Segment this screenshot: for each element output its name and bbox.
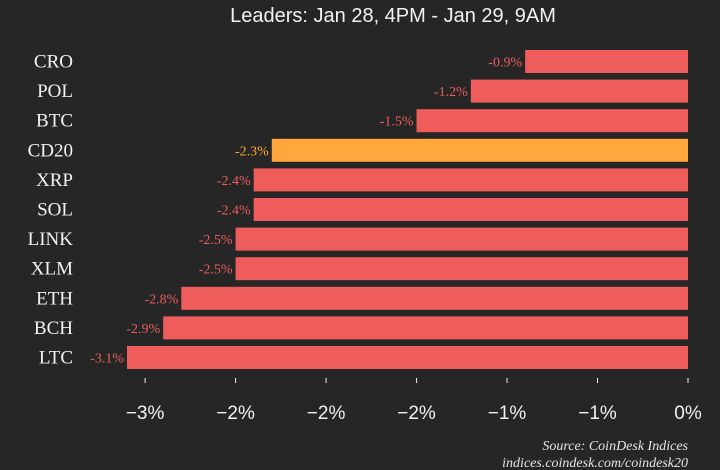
- value-label-xlm: -2.5%: [199, 263, 233, 278]
- bar-cro: [525, 50, 688, 73]
- bar-xlm: [235, 257, 689, 281]
- chart-subtitle: Leaders: Jan 28, 4PM - Jan 29, 9AM: [230, 5, 556, 27]
- bar-bch: [163, 316, 688, 340]
- x-tick-label: −3%: [126, 403, 165, 424]
- bar-ltc: [127, 346, 688, 369]
- x-axis: −3% −2% −2% −2% −1% −1% 0%: [126, 378, 702, 424]
- bar-cd20: [271, 138, 688, 162]
- category-label-xrp: XRP: [36, 170, 73, 191]
- category-label-ltc: LTC: [39, 348, 73, 369]
- value-label-bch: -2.9%: [126, 322, 160, 337]
- category-label-cd20: CD20: [28, 140, 73, 161]
- bar-eth: [181, 286, 688, 310]
- category-label-pol: POL: [37, 81, 73, 102]
- value-label-cd20: -2.3%: [235, 144, 269, 159]
- category-label-sol: SOL: [37, 200, 73, 221]
- category-label-link: LINK: [28, 229, 74, 250]
- value-label-xrp: -2.4%: [217, 174, 251, 189]
- value-label-cro: -0.9%: [488, 56, 522, 71]
- category-label-xlm: XLM: [31, 259, 73, 280]
- category-label-bch: BCH: [34, 318, 73, 339]
- bar-xrp: [253, 168, 688, 192]
- value-label-ltc: -3.1%: [90, 352, 124, 367]
- x-tick-label: 0%: [674, 403, 702, 424]
- value-label-btc: -1.5%: [380, 115, 414, 130]
- bars-group: CRO -0.9% POL -1.2% BTC -1.5% CD20 -2.3% XRP -2.4…: [28, 50, 689, 369]
- bar-sol: [253, 198, 688, 221]
- source-line-2: indices.coindesk.com/coindesk20: [502, 456, 688, 470]
- bar-link: [235, 227, 689, 251]
- bar-btc: [416, 109, 688, 133]
- x-tick-label: −2%: [216, 403, 255, 424]
- value-label-eth: -2.8%: [144, 292, 178, 307]
- source-line-1: Source: CoinDesk Indices: [542, 439, 688, 454]
- value-label-pol: -1.2%: [434, 85, 468, 100]
- category-label-eth: ETH: [36, 288, 73, 309]
- x-tick-label: −2%: [307, 403, 346, 424]
- x-tick-label: −2%: [397, 403, 436, 424]
- x-tick-label: −1%: [488, 403, 527, 424]
- bar-pol: [470, 79, 688, 103]
- value-label-sol: -2.4%: [217, 204, 251, 219]
- value-label-link: -2.5%: [199, 233, 233, 248]
- category-label-cro: CRO: [34, 52, 73, 73]
- category-label-btc: BTC: [36, 111, 73, 132]
- x-tick-label: −1%: [578, 403, 617, 424]
